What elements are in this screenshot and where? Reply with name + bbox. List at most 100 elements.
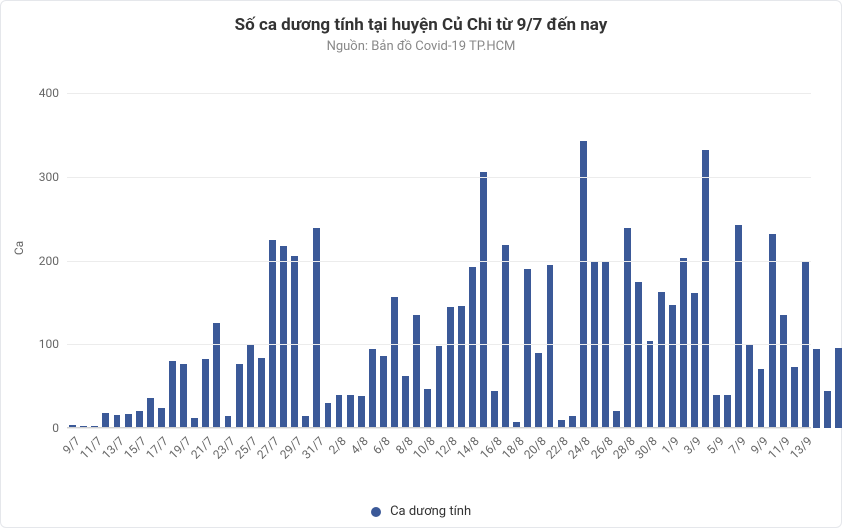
bar bbox=[213, 323, 220, 428]
grid-line bbox=[67, 344, 811, 345]
bar bbox=[680, 258, 687, 428]
legend: Ca dương tính bbox=[1, 504, 841, 519]
x-tick-label: 15/7 bbox=[121, 434, 149, 462]
bar bbox=[102, 413, 109, 428]
x-tick-label: 31/7 bbox=[299, 434, 327, 462]
grid-line bbox=[67, 177, 811, 178]
x-tick-label: 3/9 bbox=[681, 434, 704, 457]
bar bbox=[824, 391, 831, 428]
x-tick-label: 2/8 bbox=[326, 434, 349, 457]
x-tick-label: 24/8 bbox=[566, 434, 594, 462]
bar bbox=[658, 292, 665, 428]
x-tick-label: 7/9 bbox=[726, 434, 749, 457]
x-tick-label: 6/8 bbox=[370, 434, 393, 457]
bar bbox=[236, 364, 243, 428]
x-tick-label: 21/7 bbox=[188, 434, 216, 462]
bar bbox=[469, 267, 476, 428]
bar bbox=[369, 349, 376, 428]
x-tick-label: 11/9 bbox=[765, 434, 793, 462]
bar bbox=[269, 240, 276, 428]
x-tick-label: 26/8 bbox=[588, 434, 616, 462]
bar bbox=[391, 297, 398, 428]
x-tick-label: 13/7 bbox=[99, 434, 127, 462]
bar bbox=[447, 307, 454, 428]
bar bbox=[313, 228, 320, 428]
bar bbox=[158, 408, 165, 428]
plot-inner: 0100200300400 bbox=[67, 68, 811, 428]
bar bbox=[769, 234, 776, 428]
x-tick-label: 25/7 bbox=[232, 434, 260, 462]
x-tick-label: 20/8 bbox=[521, 434, 549, 462]
y-tick-label: 400 bbox=[39, 86, 67, 100]
bar bbox=[402, 376, 409, 428]
bars-container bbox=[67, 68, 811, 428]
x-tick-label: 12/8 bbox=[432, 434, 460, 462]
x-tick-label: 28/8 bbox=[610, 434, 638, 462]
y-tick-label: 200 bbox=[39, 254, 67, 268]
x-axis-labels: 9/711/713/715/717/719/721/723/725/727/72… bbox=[67, 428, 811, 474]
x-tick-label: 14/8 bbox=[455, 434, 483, 462]
y-tick-label: 300 bbox=[39, 170, 67, 184]
bar bbox=[180, 364, 187, 428]
bar bbox=[735, 225, 742, 428]
bar bbox=[491, 391, 498, 428]
x-tick-label: 30/8 bbox=[632, 434, 660, 462]
bar bbox=[791, 367, 798, 428]
chart-subtitle: Nguồn: Bản đồ Covid-19 TP.HCM bbox=[19, 39, 823, 54]
bar bbox=[136, 411, 143, 428]
chart-card: Số ca dương tính tại huyện Củ Chi từ 9/7… bbox=[0, 0, 842, 528]
bar bbox=[147, 398, 154, 428]
grid-line bbox=[67, 261, 811, 262]
legend-marker-icon bbox=[371, 507, 381, 517]
x-tick-label: 29/7 bbox=[277, 434, 305, 462]
bar bbox=[291, 256, 298, 428]
bar bbox=[358, 396, 365, 428]
legend-label: Ca dương tính bbox=[390, 504, 471, 519]
bar bbox=[280, 246, 287, 429]
bar bbox=[691, 293, 698, 428]
y-axis-label: Ca bbox=[12, 241, 26, 255]
x-tick-label: 13/9 bbox=[788, 434, 816, 462]
x-tick-label: 10/8 bbox=[410, 434, 438, 462]
bar bbox=[647, 341, 654, 428]
bar bbox=[502, 245, 509, 428]
bar bbox=[524, 269, 531, 428]
x-tick-label: 1/9 bbox=[659, 434, 682, 457]
x-tick-label: 17/7 bbox=[144, 434, 172, 462]
y-tick-label: 0 bbox=[52, 421, 67, 435]
bar bbox=[758, 369, 765, 428]
bar bbox=[580, 141, 587, 428]
x-tick-label: 5/9 bbox=[704, 434, 727, 457]
bar bbox=[336, 395, 343, 428]
bar bbox=[613, 411, 620, 428]
plot-area: Ca 0100200300400 9/711/713/715/717/719/7… bbox=[19, 68, 823, 428]
x-tick-label: 22/8 bbox=[543, 434, 571, 462]
bar bbox=[724, 395, 731, 428]
x-tick-label: 23/7 bbox=[210, 434, 238, 462]
bar bbox=[380, 356, 387, 428]
bar bbox=[258, 358, 265, 428]
x-tick-label: 11/7 bbox=[77, 434, 105, 462]
bar bbox=[202, 359, 209, 428]
bar bbox=[458, 306, 465, 428]
bar bbox=[813, 349, 820, 428]
bar bbox=[635, 282, 642, 429]
bar bbox=[480, 172, 487, 428]
bar bbox=[325, 403, 332, 428]
x-tick-label: 27/7 bbox=[255, 434, 283, 462]
x-tick-label: 19/7 bbox=[166, 434, 194, 462]
bar bbox=[746, 344, 753, 428]
bar bbox=[669, 305, 676, 428]
bar bbox=[125, 414, 132, 428]
bar bbox=[436, 346, 443, 428]
bar bbox=[535, 353, 542, 428]
bar bbox=[835, 348, 842, 428]
bar bbox=[247, 345, 254, 428]
bar bbox=[780, 315, 787, 428]
bar bbox=[169, 361, 176, 428]
bar bbox=[413, 315, 420, 428]
chart-title: Số ca dương tính tại huyện Củ Chi từ 9/7… bbox=[19, 15, 823, 35]
bar bbox=[713, 395, 720, 428]
grid-line bbox=[67, 93, 811, 94]
bar bbox=[624, 228, 631, 428]
